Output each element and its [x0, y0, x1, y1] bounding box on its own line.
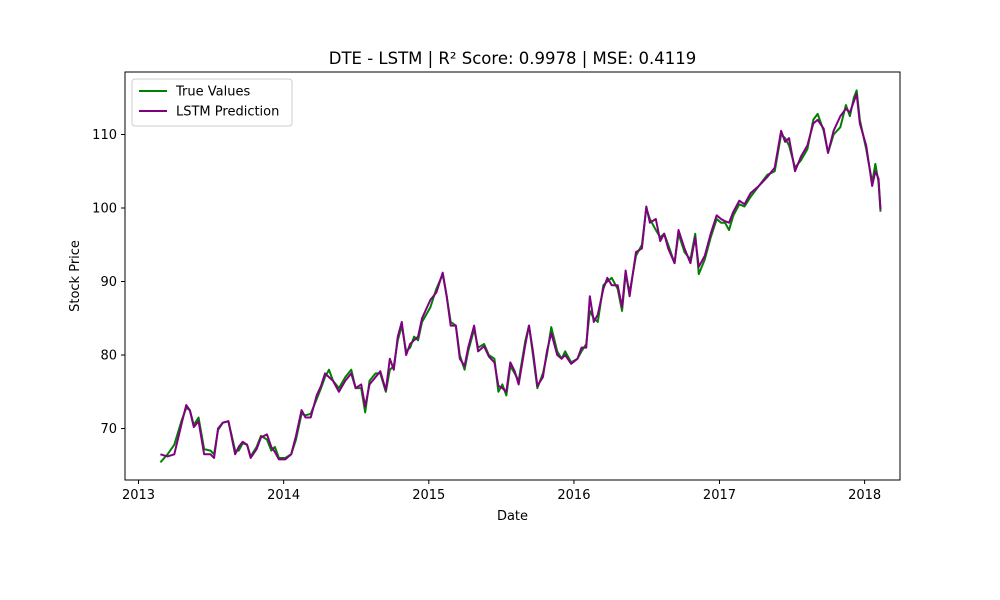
- legend: True Values LSTM Prediction: [131, 78, 293, 127]
- x-axis-label: Date: [497, 509, 528, 524]
- x-axis: 2013 2014 2015 2016 2017 2018: [122, 480, 881, 503]
- x-tick-label: 2017: [703, 488, 736, 503]
- y-axis: 70 80 90 100 110: [92, 128, 125, 437]
- legend-box: [131, 78, 293, 127]
- y-tick-label: 80: [100, 349, 117, 364]
- legend-label-true-values: True Values: [175, 85, 250, 100]
- y-axis-label: Stock Price: [68, 240, 83, 312]
- x-tick-label: 2013: [122, 488, 155, 503]
- series-line-lstm-prediction: [160, 93, 882, 461]
- x-tick-label: 2015: [412, 488, 445, 503]
- x-tick-label: 2016: [557, 488, 590, 503]
- chart-title: DTE - LSTM | R² Score: 0.9978 | MSE: 0.4…: [329, 49, 696, 68]
- x-tick-label: 2014: [267, 488, 300, 503]
- y-tick-label: 110: [92, 128, 117, 143]
- series-layer: [159, 89, 882, 464]
- legend-label-lstm-prediction: LSTM Prediction: [176, 105, 279, 120]
- y-tick-label: 70: [100, 422, 117, 437]
- y-tick-label: 90: [100, 275, 117, 290]
- y-tick-label: 100: [92, 202, 117, 217]
- x-tick-label: 2018: [848, 488, 881, 503]
- plot-frame: [124, 71, 901, 481]
